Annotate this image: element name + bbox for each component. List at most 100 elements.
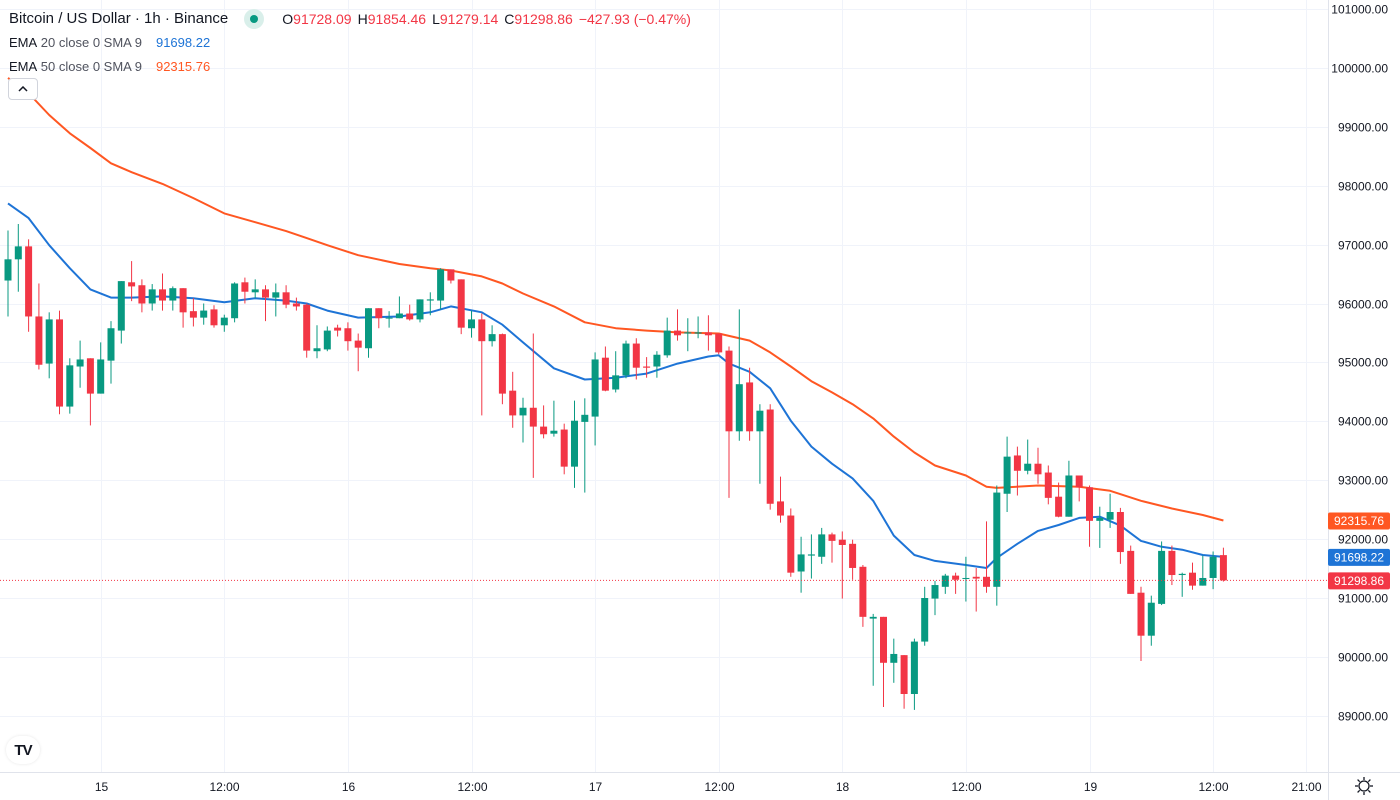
candle-down <box>715 333 723 355</box>
candle-body <box>519 407 527 416</box>
gear-icon[interactable] <box>1354 776 1374 796</box>
time-tick-label: 12:00 <box>1198 780 1228 794</box>
candle-body <box>406 313 414 320</box>
candle-body <box>849 543 857 568</box>
candle-body <box>674 330 681 336</box>
candle-body <box>66 365 74 407</box>
candle-down <box>529 333 537 478</box>
indicator-params: 50 close 0 SMA 9 <box>40 59 142 74</box>
candle-body <box>323 330 331 350</box>
price-tag <box>1328 572 1390 590</box>
candle-down <box>262 285 269 322</box>
candle-body <box>251 289 259 293</box>
candle-body <box>704 332 712 336</box>
candle-body <box>571 420 578 467</box>
candle-body <box>921 598 929 642</box>
candle-body <box>334 327 342 331</box>
candle-up <box>4 230 12 317</box>
candle-body <box>1065 475 1073 517</box>
candle-up <box>169 286 177 311</box>
candle-up <box>653 351 661 378</box>
price-tick-label: 92000.00 <box>1338 533 1388 547</box>
candle-down <box>838 531 846 599</box>
candle-body <box>272 292 280 298</box>
candle-down <box>1075 475 1083 502</box>
candle-body <box>550 430 558 434</box>
candle-up <box>571 400 578 488</box>
candle-body <box>437 269 445 301</box>
candle-down <box>334 324 342 337</box>
candle-up <box>663 317 671 358</box>
price-tick-label: 100000.00 <box>1331 62 1388 76</box>
candle-down <box>540 405 548 439</box>
candle-body <box>56 319 63 407</box>
candle-body <box>128 282 136 287</box>
candle-up <box>385 311 393 328</box>
price-tick-label: 91000.00 <box>1338 592 1388 606</box>
candle-down <box>86 358 94 426</box>
candle-down <box>1055 482 1063 518</box>
price-tag <box>1328 512 1390 530</box>
candle-body <box>1034 463 1042 475</box>
price-tag-label: 91698.22 <box>1334 550 1384 564</box>
high-value: 91854.46 <box>367 11 427 27</box>
candle-body <box>35 316 43 365</box>
candle-down <box>509 371 517 428</box>
candle-down <box>303 303 311 358</box>
candle-body <box>1127 550 1135 594</box>
candle-body <box>983 576 990 587</box>
candle-up <box>1065 460 1073 517</box>
candle-body <box>1168 550 1176 576</box>
candle-body <box>540 426 548 435</box>
candle-down <box>1219 547 1227 582</box>
collapse-legend-button[interactable] <box>8 78 38 100</box>
candle-up <box>220 314 228 332</box>
candle-body <box>200 310 208 318</box>
candle-body <box>601 357 609 391</box>
candle-down <box>601 346 609 392</box>
candle-body <box>86 358 94 394</box>
chevron-up-icon <box>18 86 28 92</box>
time-tick-label: 12:00 <box>951 780 981 794</box>
indicator-ema20[interactable]: EMA 20 close 0 SMA 9 91698.22 <box>9 31 691 55</box>
candle-body <box>1147 602 1155 636</box>
candle-up <box>869 613 877 686</box>
candle-body <box>622 343 630 376</box>
candle-down <box>1168 545 1176 586</box>
time-tick-label: 17 <box>589 780 603 794</box>
candle-body <box>426 299 434 301</box>
price-tags: 92315.76 91698.22 91298.86 <box>1328 512 1390 590</box>
symbol-title[interactable]: Bitcoin / US Dollar · 1h · Binance <box>9 10 229 27</box>
price-tick-label: 95000.00 <box>1338 356 1388 370</box>
candle-up <box>313 325 321 359</box>
tradingview-logo[interactable]: TV <box>6 736 40 764</box>
candle-up <box>684 318 692 352</box>
candle-body <box>303 304 311 351</box>
candle-down <box>406 304 414 321</box>
candle-body <box>344 328 352 342</box>
candle-body <box>478 319 486 342</box>
candle-up <box>488 325 496 347</box>
candle-up <box>437 268 445 310</box>
candle-body <box>952 575 960 580</box>
time-axis[interactable]: 15 12:00 16 12:00 17 12:00 18 12:00 19 12:00 21:00 <box>95 780 1322 794</box>
candle-up <box>921 586 929 646</box>
candle-body <box>797 554 805 572</box>
chart-legend: Bitcoin / US Dollar · 1h · Binance O 9172… <box>9 7 691 79</box>
indicator-ema50[interactable]: EMA 50 close 0 SMA 9 92315.76 <box>9 55 691 79</box>
time-tick-label: 15 <box>95 780 109 794</box>
candle-body <box>1013 455 1021 471</box>
candle-body <box>159 289 166 301</box>
candle-down <box>777 476 784 523</box>
candle-body <box>488 334 496 342</box>
price-axis[interactable]: 101000.00 100000.00 99000.00 98000.00 97000.… <box>1331 3 1388 724</box>
candle-body <box>1116 512 1124 553</box>
time-tick-label: 12:00 <box>457 780 487 794</box>
candle-up <box>818 527 826 564</box>
ema-line <box>7 202 1224 569</box>
candle-down <box>952 572 960 594</box>
candle-down <box>828 532 836 563</box>
candle-down <box>560 423 568 475</box>
candle-body <box>1137 592 1145 636</box>
